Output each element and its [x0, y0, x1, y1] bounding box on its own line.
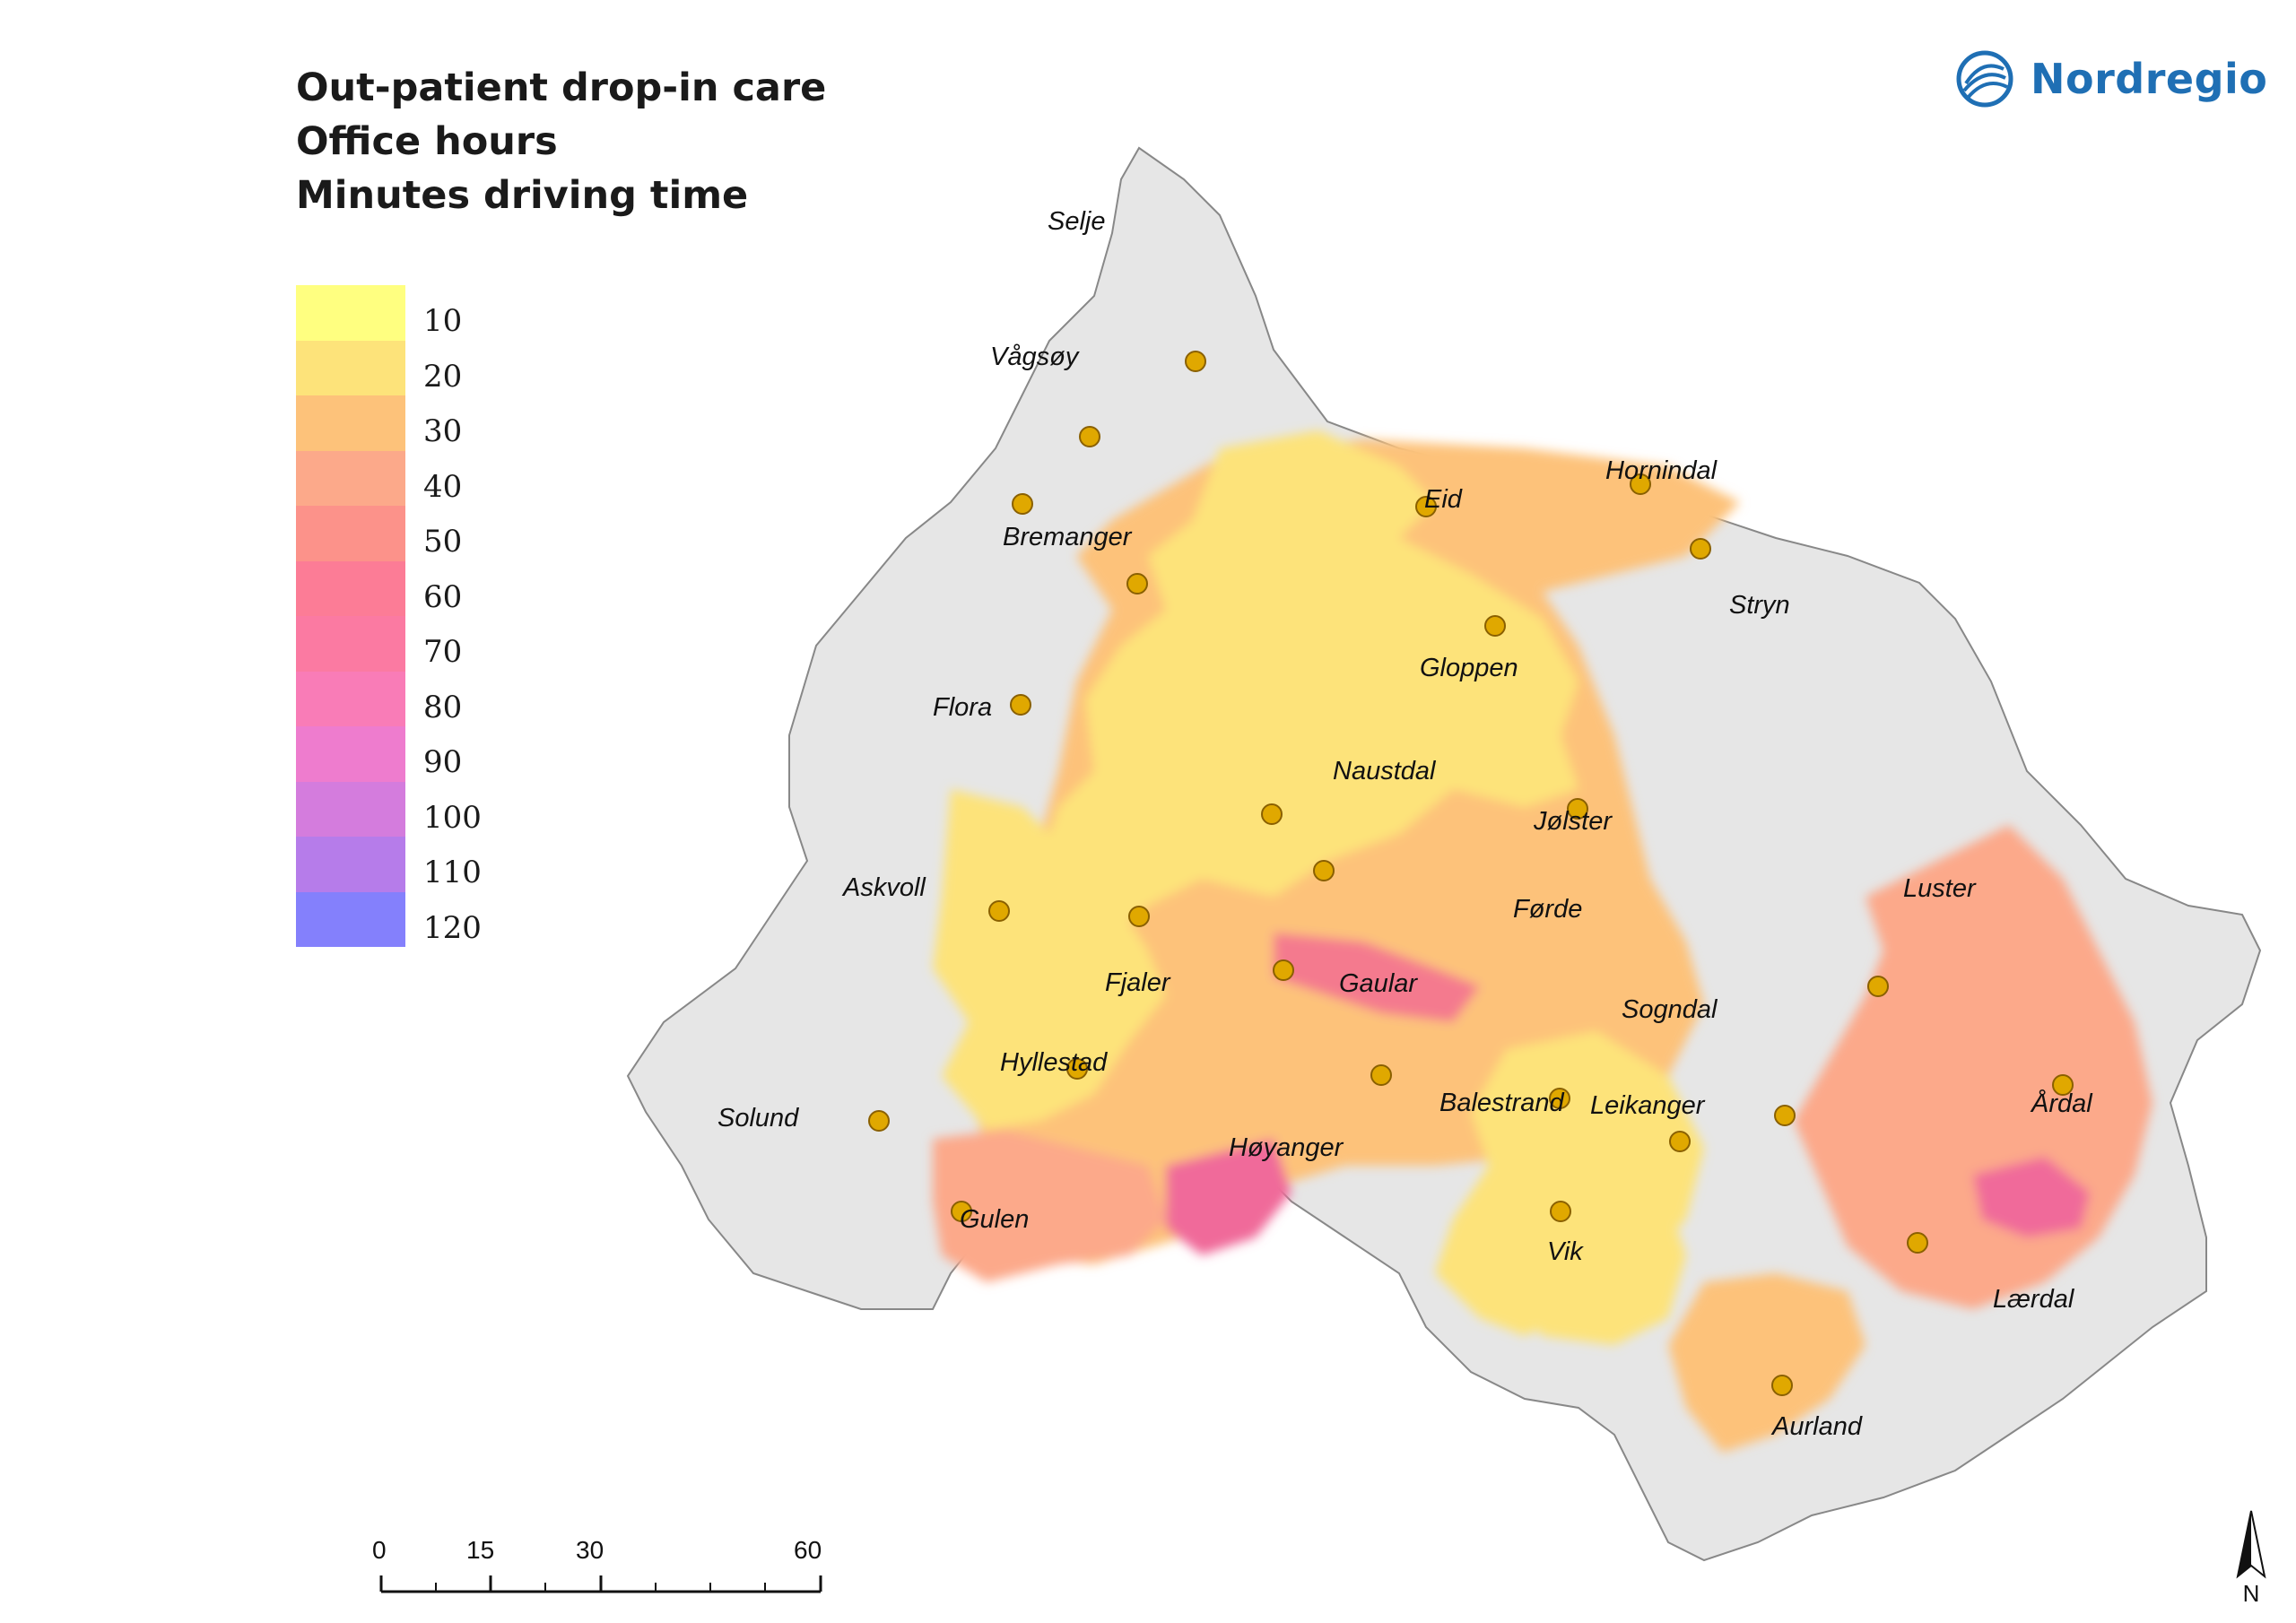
zone-west-20 [933, 789, 1166, 1130]
scale-tick-15: 15 [466, 1536, 494, 1564]
place-label-årdal: Årdal [2030, 1089, 2093, 1118]
place-label-stryn: Stryn [1729, 591, 1790, 620]
place-label-balestrand: Balestrand [1439, 1089, 1565, 1117]
place-label-lærdal: Lærdal [1993, 1285, 2075, 1314]
title-line-2: Office hours [296, 119, 558, 164]
zone-ardal-60 [1973, 1157, 2090, 1237]
place-label-sogndal: Sogndal [1622, 995, 1718, 1024]
place-label-aurland: Aurland [1770, 1412, 1863, 1441]
nordregio-logo-icon [1956, 50, 2013, 108]
nordregio-logo: Nordregio [1955, 49, 2267, 108]
scale-tick-30: 30 [576, 1536, 604, 1564]
scale-bar: 0 15 30 60 km [372, 1536, 822, 1593]
health-centre-markers [868, 351, 2074, 1396]
place-label-jølster: Jølster [1533, 807, 1613, 836]
zone-20 [987, 430, 1578, 968]
scale-tick-60: 60 [794, 1536, 822, 1564]
place-label-luster: Luster [1903, 874, 1977, 903]
place-label-gulen: Gulen [960, 1205, 1029, 1234]
place-label-solund: Solund [718, 1104, 799, 1133]
zone-hoyanger-60 [1166, 1139, 1292, 1255]
place-labels: Selje Vågsøy Eid Hornindal Bremanger Str… [718, 207, 2093, 1441]
place-label-hyllestad: Hyllestad [1000, 1048, 1108, 1077]
title-line-1: Out-patient drop-in care [296, 65, 827, 110]
place-label-vik: Vik [1547, 1237, 1584, 1266]
place-label-leikanger: Leikanger [1590, 1091, 1706, 1120]
zone-gulen-30 [933, 1130, 1166, 1282]
place-label-eid: Eid [1424, 485, 1463, 514]
place-label-hornindal: Hornindal [1605, 456, 1718, 485]
place-label-selje: Selje [1048, 207, 1106, 236]
zone-vik-20 [1507, 1148, 1686, 1345]
map-title: Out-patient drop-in care Office hours Mi… [296, 61, 826, 222]
place-label-fjaler: Fjaler [1105, 968, 1171, 997]
place-label-gloppen: Gloppen [1420, 654, 1518, 682]
zone-gaular-60 [1274, 933, 1480, 1022]
place-label-førde: Førde [1513, 895, 1582, 924]
place-label-flora: Flora [933, 693, 992, 722]
place-label-vågsøy: Vågsøy [990, 343, 1080, 371]
zone-aurland-30 [1668, 1273, 1866, 1453]
north-arrow-icon: N [2236, 1510, 2266, 1605]
logo-text: Nordregio [2031, 55, 2268, 103]
place-label-høyanger: Høyanger [1229, 1133, 1344, 1162]
place-label-naustdal: Naustdal [1333, 757, 1437, 785]
scale-tick-0: 0 [372, 1536, 387, 1564]
place-label-bremanger: Bremanger [1003, 523, 1133, 551]
title-line-3: Minutes driving time [296, 173, 749, 218]
place-label-gaular: Gaular [1339, 969, 1418, 998]
north-label: N [2243, 1580, 2260, 1605]
place-label-askvoll: Askvoll [841, 873, 926, 902]
